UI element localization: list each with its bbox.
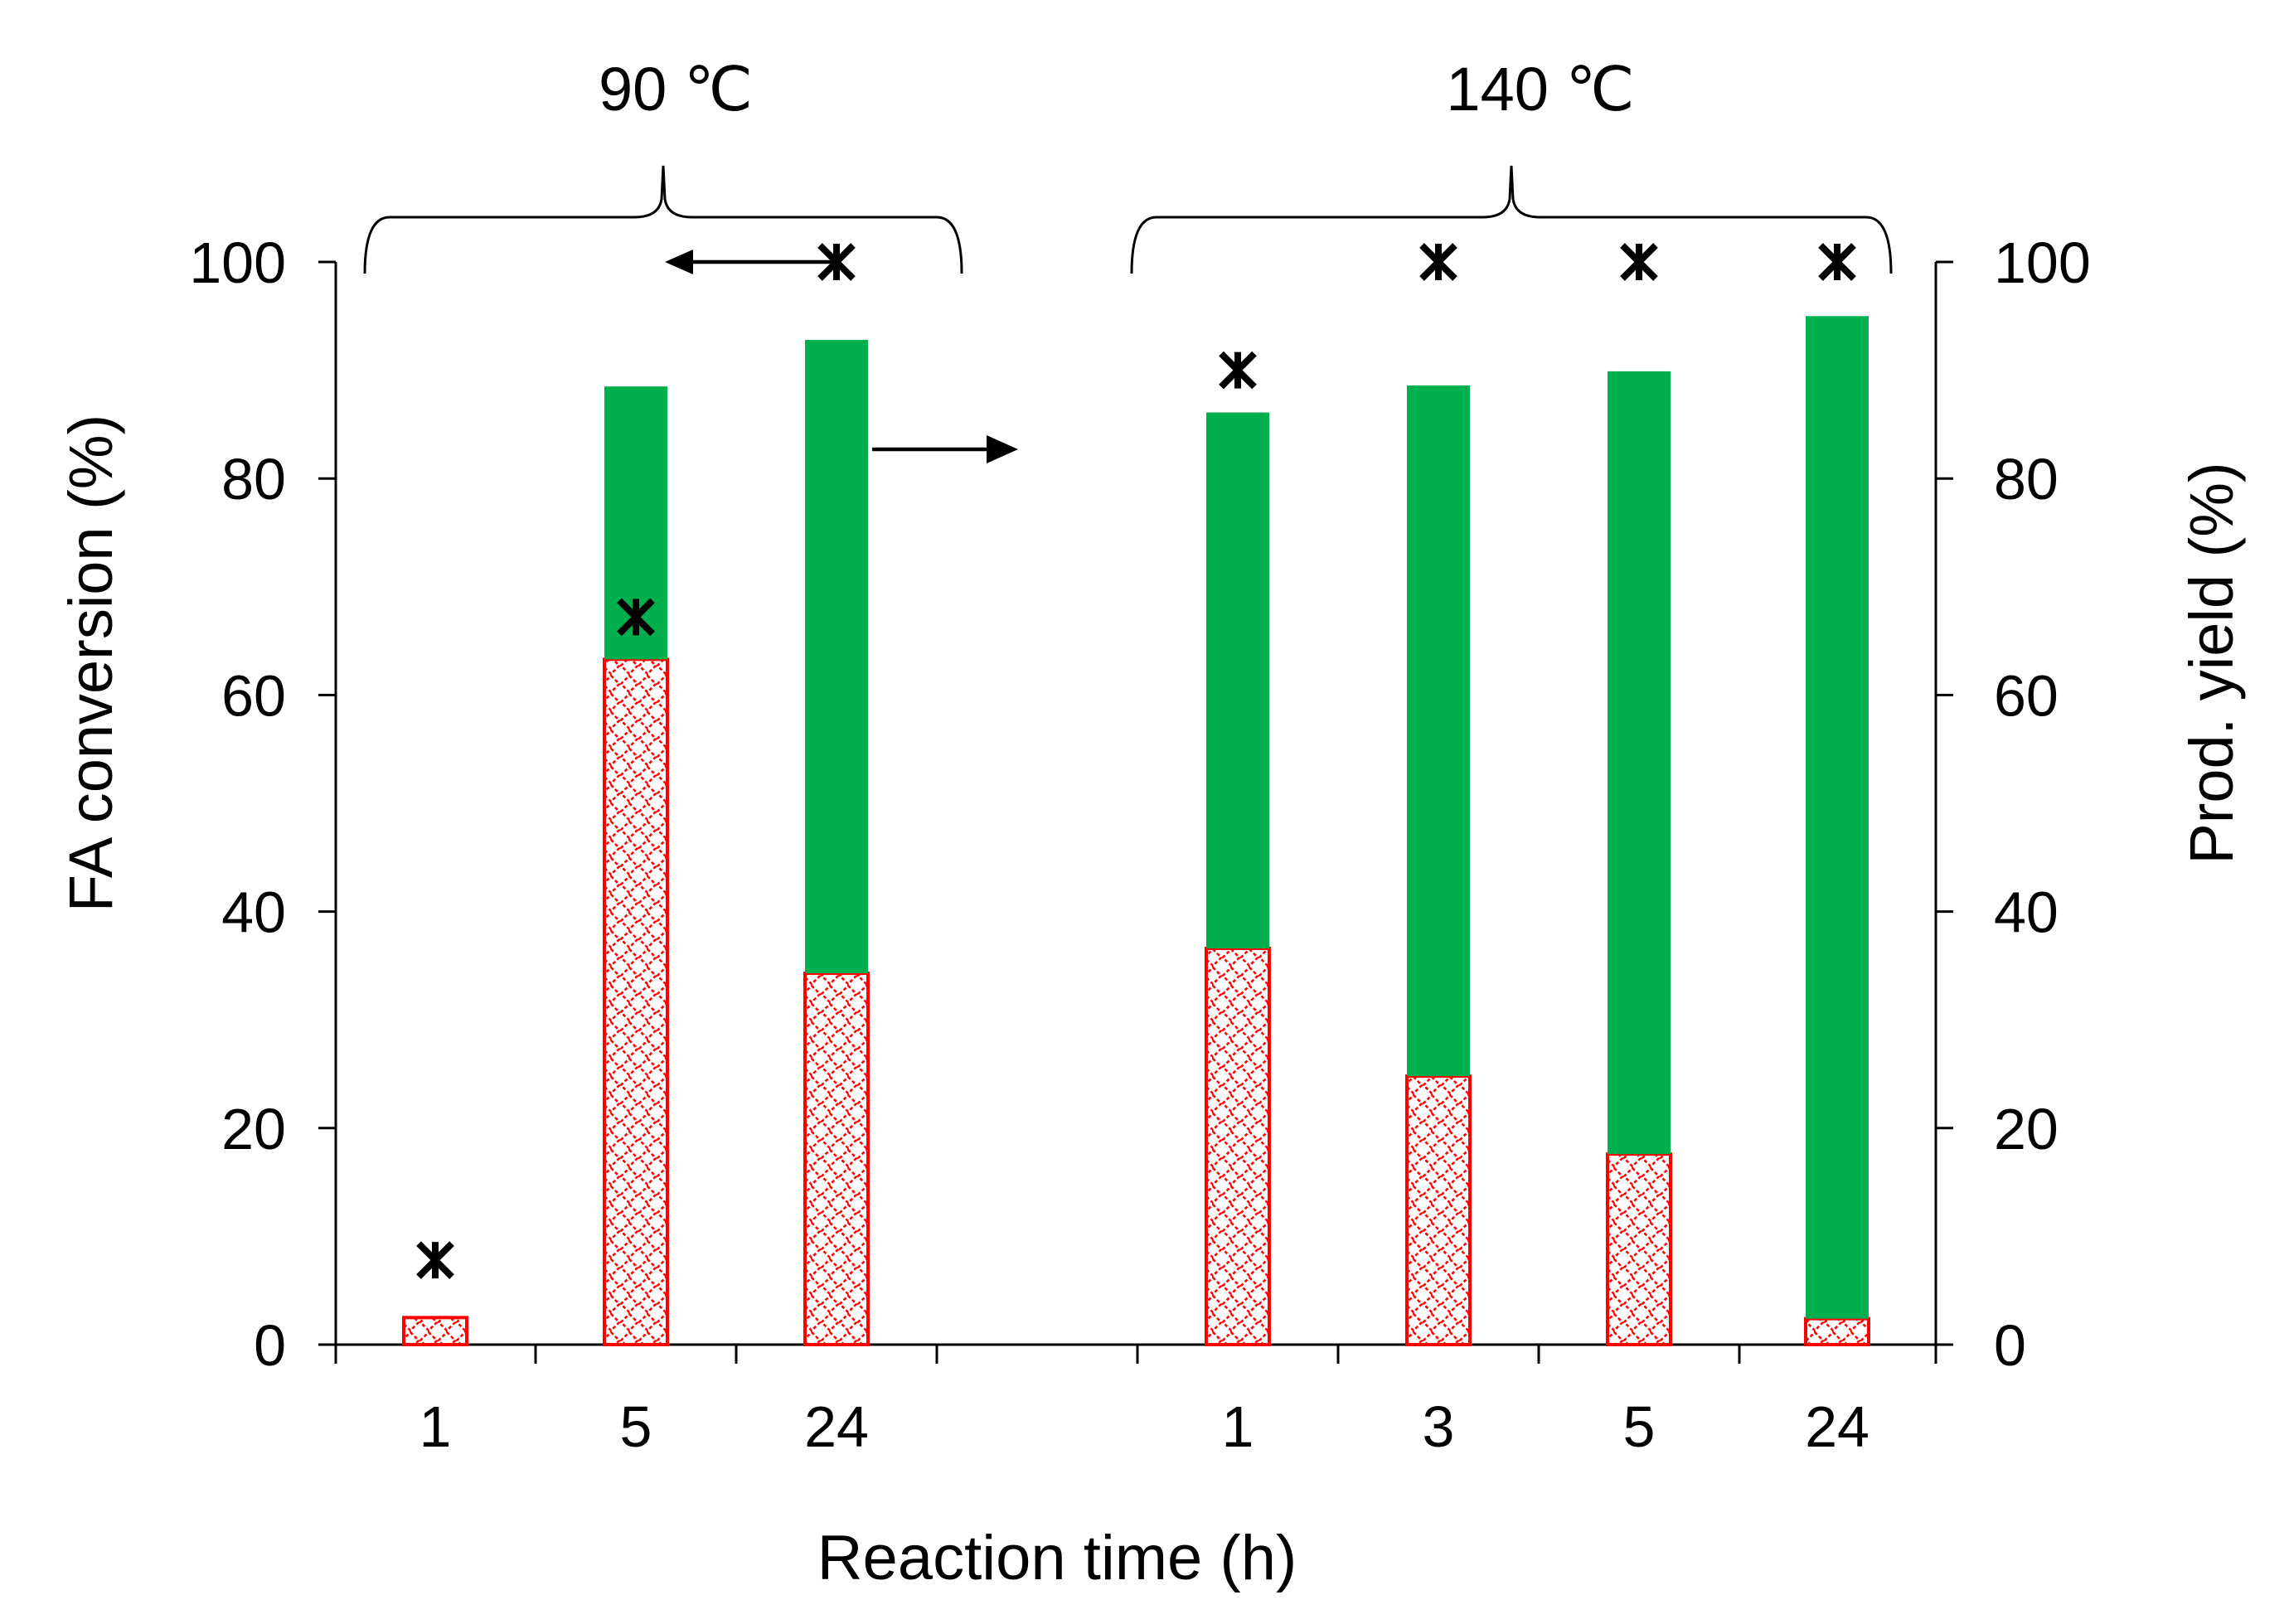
right-y-axis-title: Prod. yield (%) bbox=[2177, 462, 2246, 864]
left-y-tick-label: 40 bbox=[221, 880, 286, 945]
group-brace-90 bbox=[363, 165, 963, 274]
left-y-tick-label: 0 bbox=[254, 1313, 286, 1378]
conversion-marker-90-1 bbox=[416, 1241, 454, 1279]
arrow-right-to-yield-axis bbox=[872, 435, 1018, 463]
left-y-tick-label: 80 bbox=[221, 447, 286, 511]
right-y-tick-label: 20 bbox=[1994, 1097, 2059, 1161]
bar-green-90-24 bbox=[805, 340, 868, 974]
bar-red-90-5 bbox=[603, 657, 669, 1346]
bar-group-90 bbox=[402, 340, 870, 1346]
conversion-marker-140-24 bbox=[1818, 243, 1856, 281]
conversion-markers bbox=[416, 243, 1856, 1279]
bar-red-90-24 bbox=[803, 972, 870, 1346]
bar-green-140-1 bbox=[1206, 412, 1269, 949]
left-y-tick-label: 60 bbox=[221, 663, 286, 728]
bar-green-140-5 bbox=[1608, 371, 1671, 1155]
group-label-90: 90 ℃ bbox=[599, 55, 753, 124]
x-label-140-24: 24 bbox=[1805, 1394, 1870, 1459]
bar-red-90-1 bbox=[402, 1316, 468, 1346]
conversion-marker-90-24 bbox=[817, 243, 856, 281]
bar-red-140-1 bbox=[1205, 947, 1271, 1347]
conversion-marker-90-5 bbox=[617, 598, 655, 637]
x-ticks bbox=[334, 1345, 1937, 1364]
y-ticks: 0 20 40 60 80 100 0 20 40 60 80 100 bbox=[189, 230, 2091, 1378]
x-label-140-5: 5 bbox=[1623, 1394, 1656, 1459]
bar-group-140 bbox=[1205, 316, 1870, 1347]
conversion-marker-140-5 bbox=[1620, 243, 1658, 281]
x-label-140-1: 1 bbox=[1222, 1394, 1254, 1459]
right-y-tick-label: 60 bbox=[1994, 663, 2059, 728]
left-y-tick-label: 100 bbox=[189, 230, 286, 295]
x-label-90-5: 5 bbox=[620, 1394, 652, 1459]
bar-red-140-3 bbox=[1405, 1074, 1472, 1347]
group-label-140: 140 ℃ bbox=[1446, 55, 1634, 124]
left-y-tick-label: 20 bbox=[221, 1097, 286, 1161]
right-y-tick-label: 40 bbox=[1994, 880, 2059, 945]
conversion-marker-140-3 bbox=[1419, 243, 1457, 281]
right-y-tick-label: 0 bbox=[1994, 1313, 2026, 1378]
conversion-marker-140-1 bbox=[1219, 351, 1257, 390]
x-axis-title: Reaction time (h) bbox=[817, 1523, 1297, 1593]
bar-green-140-24 bbox=[1806, 316, 1869, 1319]
bar-red-140-24 bbox=[1804, 1316, 1870, 1347]
x-label-90-1: 1 bbox=[419, 1394, 452, 1459]
bar-red-140-5 bbox=[1606, 1152, 1672, 1347]
left-y-axis-title: FA conversion (%) bbox=[56, 414, 125, 912]
bar-green-140-3 bbox=[1407, 385, 1470, 1077]
right-y-tick-label: 100 bbox=[1994, 230, 2091, 295]
right-y-tick-label: 80 bbox=[1994, 447, 2059, 511]
group-brace-140 bbox=[1130, 165, 1893, 274]
arrow-left-to-conversion-axis bbox=[665, 250, 836, 274]
x-label-90-24: 24 bbox=[804, 1394, 869, 1459]
x-label-140-3: 3 bbox=[1423, 1394, 1455, 1459]
